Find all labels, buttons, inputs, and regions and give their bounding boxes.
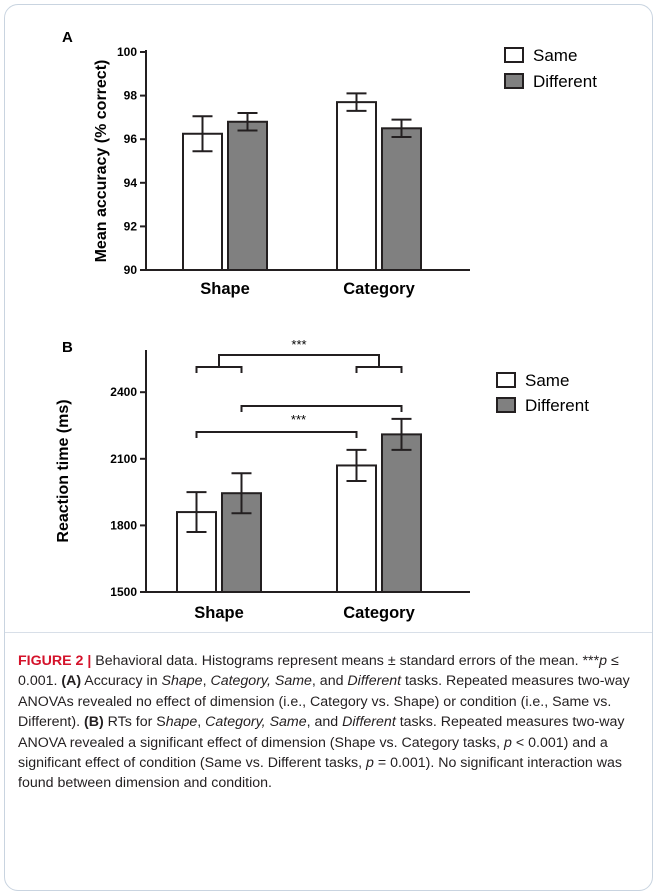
caption-segment: p: [366, 755, 374, 772]
sig-bracket: [355, 366, 403, 373]
figure-label: FIGURE 2 |: [18, 653, 92, 669]
category-label: Category: [343, 604, 415, 622]
bar-different-category: [381, 433, 422, 593]
y-tick-label: 94: [124, 176, 138, 190]
panel-label: A: [62, 29, 73, 46]
legend-swatch: [496, 372, 516, 388]
caption-segment: (B): [83, 714, 104, 731]
legend-label: Different: [533, 72, 597, 91]
y-tick-label: 98: [124, 89, 138, 103]
bar-different-category: [381, 127, 422, 271]
caption-segment: ≤ 0.001.: [18, 653, 619, 690]
caption-segment: (A): [61, 673, 82, 690]
caption-segment: hape: [165, 714, 198, 731]
category-label: Shape: [200, 280, 250, 298]
caption-segment: , and: [306, 714, 343, 731]
y-tick-label: 100: [117, 45, 137, 59]
sig-bracket: [218, 354, 380, 367]
bar-same-category: [336, 464, 377, 593]
caption-segment: Shape: [161, 673, 203, 690]
caption-segment: Category, Same: [210, 673, 312, 690]
figure-charts: A 90 92 94 96 98 100 Mean accuracy (% correct) S…: [55, 29, 597, 622]
legend-label: Different: [525, 396, 589, 415]
caption-segment: tasks. Repeated measures two-way ANOVAs …: [18, 673, 630, 731]
sig-bracket: [240, 405, 403, 412]
caption-segment: p: [599, 653, 607, 669]
y-axis-title: Reaction time (ms): [55, 399, 72, 542]
legend-label: Same: [525, 371, 569, 390]
bar-different-shape: [227, 120, 268, 272]
caption-segment: < 0.001) and a significant effect of con…: [18, 734, 608, 772]
caption-segment: ,: [197, 714, 206, 731]
legend-swatch: [504, 73, 524, 89]
figure-caption: FIGURE 2 | Behavioral data. Histograms r…: [18, 651, 643, 794]
legend-label: Same: [533, 46, 577, 65]
caption-segment: RTs for S: [103, 714, 166, 731]
y-tick-label: 92: [124, 219, 138, 233]
legend-swatch: [504, 47, 524, 63]
y-tick-label: 90: [124, 263, 138, 277]
caption-text: Behavioral data. Histograms represent me…: [18, 653, 630, 791]
sig-bracket: [195, 431, 358, 438]
y-tick-label: 2400: [110, 385, 137, 399]
y-tick-label: 96: [124, 132, 138, 146]
figure-frame: [4, 4, 653, 891]
caption-segment: Category, Same: [205, 714, 307, 731]
category-label: Category: [343, 280, 415, 298]
y-tick-label: 1500: [110, 585, 137, 599]
caption-segment: = 0.001). No significant interaction was…: [18, 755, 622, 792]
caption-segment: tasks. Repeated measures two-way ANOVA r…: [18, 714, 625, 751]
significance-label: ***: [291, 412, 306, 427]
caption-segment: Different: [347, 673, 402, 690]
panel-label: B: [62, 339, 73, 356]
caption-segment: , and: [311, 673, 348, 690]
caption-segment: Behavioral data. Histograms represent me…: [91, 653, 600, 669]
caption-segment: ,: [202, 673, 211, 690]
category-label: Shape: [194, 604, 244, 622]
significance-label: ***: [291, 337, 306, 352]
caption-divider: [5, 632, 652, 633]
y-tick-label: 1800: [110, 518, 137, 532]
y-tick-label: 2100: [110, 452, 137, 466]
caption-segment: Accuracy in: [81, 673, 162, 690]
bar-same-category: [336, 101, 377, 271]
caption-segment: Different: [342, 714, 396, 731]
sig-bracket: [195, 366, 243, 373]
y-axis-title: Mean accuracy (% correct): [93, 60, 110, 263]
caption-segment: p: [504, 734, 512, 751]
bar-same-shape: [182, 132, 223, 271]
legend-swatch: [496, 397, 516, 413]
